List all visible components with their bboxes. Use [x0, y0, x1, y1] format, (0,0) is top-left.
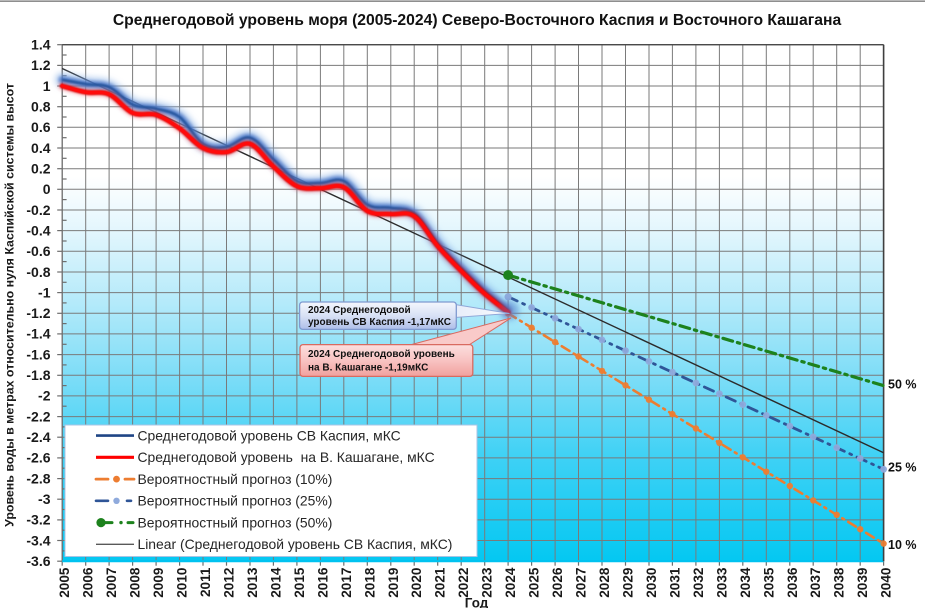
svg-text:Вероятностный прогноз (25%): Вероятностный прогноз (25%): [138, 493, 333, 509]
svg-text:уровень СВ Каспия -1,17мКС: уровень СВ Каспия -1,17мКС: [308, 317, 451, 328]
svg-text:2037: 2037: [808, 568, 823, 598]
svg-text:0.2: 0.2: [31, 161, 51, 177]
svg-text:10 %: 10 %: [888, 538, 917, 552]
svg-text:2030: 2030: [644, 568, 659, 598]
svg-text:2005: 2005: [57, 567, 72, 598]
svg-text:2040: 2040: [879, 568, 894, 598]
svg-text:-2.4: -2.4: [26, 429, 50, 445]
svg-text:2038: 2038: [832, 567, 847, 598]
svg-text:-1.2: -1.2: [26, 305, 50, 321]
svg-text:Среднегодовой уровень на В. К: Среднегодовой уровень на В. Кашагане, мК…: [138, 449, 435, 465]
svg-text:2034: 2034: [738, 567, 753, 598]
svg-text:-0.6: -0.6: [26, 243, 50, 259]
svg-text:-1: -1: [38, 284, 51, 300]
svg-text:2039: 2039: [855, 567, 870, 598]
svg-text:-0.2: -0.2: [26, 202, 50, 218]
svg-text:2035: 2035: [761, 567, 776, 598]
svg-text:2024 Среднегодовой уровень: 2024 Среднегодовой уровень: [308, 349, 455, 360]
svg-text:Среднегодовой уровень моря (20: Среднегодовой уровень моря (2005-2024) С…: [113, 12, 842, 29]
svg-text:Вероятностный прогноз (50%): Вероятностный прогноз (50%): [138, 514, 333, 530]
svg-text:-3.4: -3.4: [26, 532, 50, 548]
svg-text:Вероятностный прогноз (10%): Вероятностный прогноз (10%): [138, 471, 333, 487]
svg-text:2031: 2031: [667, 567, 682, 598]
svg-text:2018: 2018: [362, 567, 377, 598]
svg-text:Год: Год: [465, 596, 489, 608]
svg-text:2023: 2023: [480, 567, 495, 598]
svg-text:2015: 2015: [292, 567, 307, 598]
svg-text:2006: 2006: [81, 567, 96, 598]
svg-text:2014: 2014: [268, 567, 283, 598]
svg-text:50 %: 50 %: [888, 378, 917, 392]
svg-text:2021: 2021: [433, 567, 448, 598]
svg-text:-2: -2: [38, 388, 51, 404]
svg-text:2033: 2033: [714, 567, 729, 598]
svg-text:Linear (Среднегодовой уровень: Linear (Среднегодовой уровень СВ Каспия,…: [138, 536, 453, 552]
svg-text:2013: 2013: [245, 567, 260, 598]
svg-text:2027: 2027: [574, 568, 589, 598]
svg-text:2019: 2019: [386, 567, 401, 598]
svg-text:2011: 2011: [198, 567, 213, 597]
svg-text:-1.8: -1.8: [26, 367, 50, 383]
svg-text:2025: 2025: [527, 567, 542, 598]
svg-text:-1.6: -1.6: [26, 346, 50, 362]
svg-text:Среднегодовой уровень СВ Каспи: Среднегодовой уровень СВ Каспия, мКС: [138, 427, 401, 443]
svg-text:1: 1: [43, 78, 51, 94]
svg-text:2007: 2007: [104, 568, 119, 598]
svg-text:2026: 2026: [550, 567, 565, 598]
svg-text:2010: 2010: [175, 568, 190, 598]
svg-text:2008: 2008: [128, 567, 143, 598]
svg-text:2022: 2022: [456, 567, 471, 598]
svg-text:2036: 2036: [785, 567, 800, 598]
svg-text:2024: 2024: [503, 567, 518, 598]
svg-text:2012: 2012: [222, 567, 237, 598]
svg-text:0: 0: [43, 181, 51, 197]
svg-text:-3: -3: [38, 491, 51, 507]
svg-text:2009: 2009: [151, 567, 166, 598]
svg-text:-2.8: -2.8: [26, 470, 50, 486]
svg-text:2016: 2016: [315, 567, 330, 598]
svg-text:Уровень воды в метрах относите: Уровень воды в метрах относительно нуля …: [3, 83, 17, 527]
svg-text:2020: 2020: [409, 568, 424, 598]
svg-text:-0.8: -0.8: [26, 264, 50, 280]
svg-text:на В. Кашагане -1,19мКС: на В. Кашагане -1,19мКС: [308, 363, 428, 374]
svg-text:1.4: 1.4: [31, 37, 51, 53]
svg-text:-0.4: -0.4: [26, 222, 50, 238]
svg-text:2032: 2032: [691, 567, 706, 598]
svg-text:0.4: 0.4: [31, 140, 51, 156]
svg-text:-1.4: -1.4: [26, 326, 50, 342]
svg-text:-3.6: -3.6: [26, 553, 50, 569]
svg-text:1.2: 1.2: [31, 57, 51, 73]
svg-text:2024 Среднегодовой: 2024 Среднегодовой: [308, 305, 411, 316]
svg-text:0.6: 0.6: [31, 119, 51, 135]
svg-text:-2.2: -2.2: [26, 408, 50, 424]
svg-text:2028: 2028: [597, 567, 612, 598]
svg-text:0.8: 0.8: [31, 99, 51, 115]
svg-text:25 %: 25 %: [888, 461, 917, 475]
svg-text:2029: 2029: [621, 567, 636, 598]
svg-text:-3.2: -3.2: [26, 512, 50, 528]
svg-text:-2.6: -2.6: [26, 450, 50, 466]
svg-text:2017: 2017: [339, 568, 354, 598]
